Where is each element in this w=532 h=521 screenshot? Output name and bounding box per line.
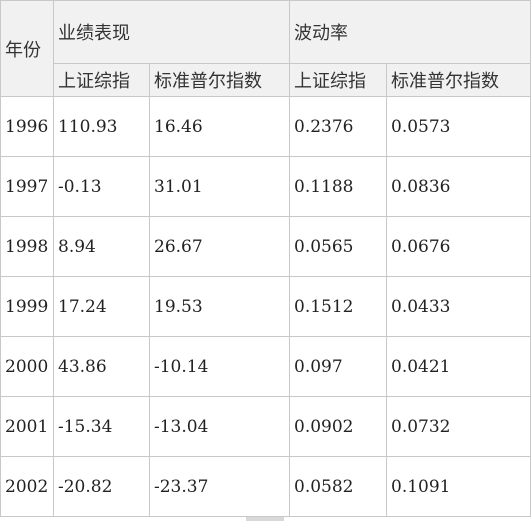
perf-shanghai-cell: -15.34 [53, 396, 150, 457]
vol-sp-cell: 0.0732 [386, 396, 531, 457]
perf-sp-cell: 19.53 [149, 276, 290, 337]
vol-sp-cell: 0.0836 [386, 156, 531, 217]
vol-sp-cell: 0.0573 [386, 96, 531, 157]
year-cell: 1997 [0, 156, 54, 217]
table-row: 2001 -15.34 -13.04 0.0902 0.0732 [0, 396, 531, 457]
year-cell: 1999 [0, 276, 54, 337]
perf-shanghai-cell: 110.93 [53, 96, 150, 157]
scroll-handle[interactable] [246, 517, 284, 521]
header-row-sub: 上证综指 标准普尔指数 上证综指 标准普尔指数 [1, 63, 531, 97]
vol-shanghai-cell: 0.0902 [289, 396, 387, 457]
table-row: 2000 43.86 -10.14 0.097 0.0421 [0, 336, 531, 397]
volatility-group-header: 波动率 [289, 0, 531, 64]
vol-shanghai-cell: 0.097 [289, 336, 387, 397]
vol-sp-cell: 0.0433 [386, 276, 531, 337]
table-row: 1996 110.93 16.46 0.2376 0.0573 [0, 96, 531, 157]
vol-shanghai-header: 上证综指 [289, 63, 387, 97]
performance-group-header: 业绩表现 [53, 0, 290, 64]
vol-sp-header: 标准普尔指数 [386, 63, 531, 97]
perf-sp-header: 标准普尔指数 [149, 63, 290, 97]
vol-shanghai-cell: 0.1512 [289, 276, 387, 337]
vol-shanghai-cell: 0.0582 [289, 456, 387, 517]
perf-sp-cell: -10.14 [149, 336, 290, 397]
vol-sp-cell: 0.0676 [386, 216, 531, 277]
perf-sp-cell: 31.01 [149, 156, 290, 217]
year-cell: 2000 [0, 336, 54, 397]
perf-shanghai-cell: -20.82 [53, 456, 150, 517]
perf-sp-cell: 26.67 [149, 216, 290, 277]
perf-sp-cell: -23.37 [149, 456, 290, 517]
year-cell: 2001 [0, 396, 54, 457]
table-row: 1997 -0.13 31.01 0.1188 0.0836 [0, 156, 531, 217]
vol-sp-cell: 0.0421 [386, 336, 531, 397]
year-header: 年份 [0, 0, 54, 97]
table-row: 1998 8.94 26.67 0.0565 0.0676 [0, 216, 531, 277]
year-cell: 2002 [0, 456, 54, 517]
perf-shanghai-cell: 8.94 [53, 216, 150, 277]
table-row: 1999 17.24 19.53 0.1512 0.0433 [0, 276, 531, 337]
perf-shanghai-cell: -0.13 [53, 156, 150, 217]
vol-shanghai-cell: 0.0565 [289, 216, 387, 277]
year-cell: 1996 [0, 96, 54, 157]
perf-sp-cell: 16.46 [149, 96, 290, 157]
perf-shanghai-cell: 43.86 [53, 336, 150, 397]
table-row: 2002 -20.82 -23.37 0.0582 0.1091 [0, 456, 531, 517]
header-row-group: 年份 业绩表现 波动率 [0, 0, 531, 97]
year-cell: 1998 [0, 216, 54, 277]
vol-sp-cell: 0.1091 [386, 456, 531, 517]
perf-sp-cell: -13.04 [149, 396, 290, 457]
perf-shanghai-header: 上证综指 [53, 63, 150, 97]
vol-shanghai-cell: 0.1188 [289, 156, 387, 217]
perf-shanghai-cell: 17.24 [53, 276, 150, 337]
vol-shanghai-cell: 0.2376 [289, 96, 387, 157]
